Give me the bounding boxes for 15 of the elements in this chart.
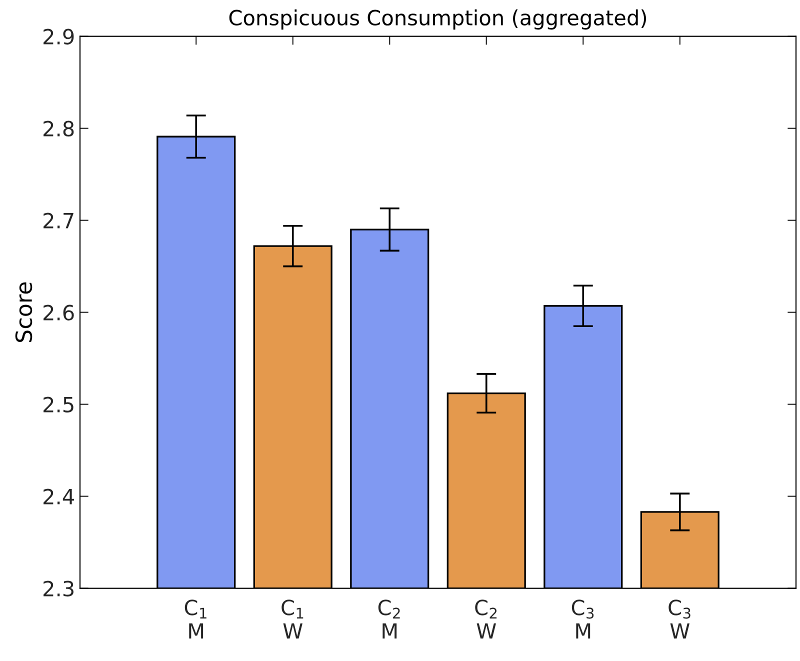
x-tick-label: C$_{1}$ W	[282, 600, 304, 639]
y-tick-label: 2.5	[44, 396, 74, 413]
x-tick-label: C$_{2}$ W	[475, 600, 497, 639]
y-tick-label: 2.6	[44, 304, 74, 321]
x-tick-label: C$_{2}$ M	[378, 600, 400, 639]
x-tick-label: C$_{1}$ M	[184, 600, 206, 639]
y-axis-title: Score	[15, 282, 32, 342]
x-tick-label: C$_{3}$ W	[668, 600, 690, 639]
y-tick-label: 2.4	[44, 488, 74, 504]
y-tick-label: 2.7	[44, 212, 74, 228]
chart-title: Conspicuous Consumption (aggregated)	[229, 9, 646, 30]
x-tick-label: C$_{3}$ M	[572, 600, 594, 639]
y-tick-label: 2.9	[44, 28, 74, 45]
y-tick-label: 2.8	[44, 120, 74, 137]
y-tick-label: 2.3	[44, 580, 74, 596]
